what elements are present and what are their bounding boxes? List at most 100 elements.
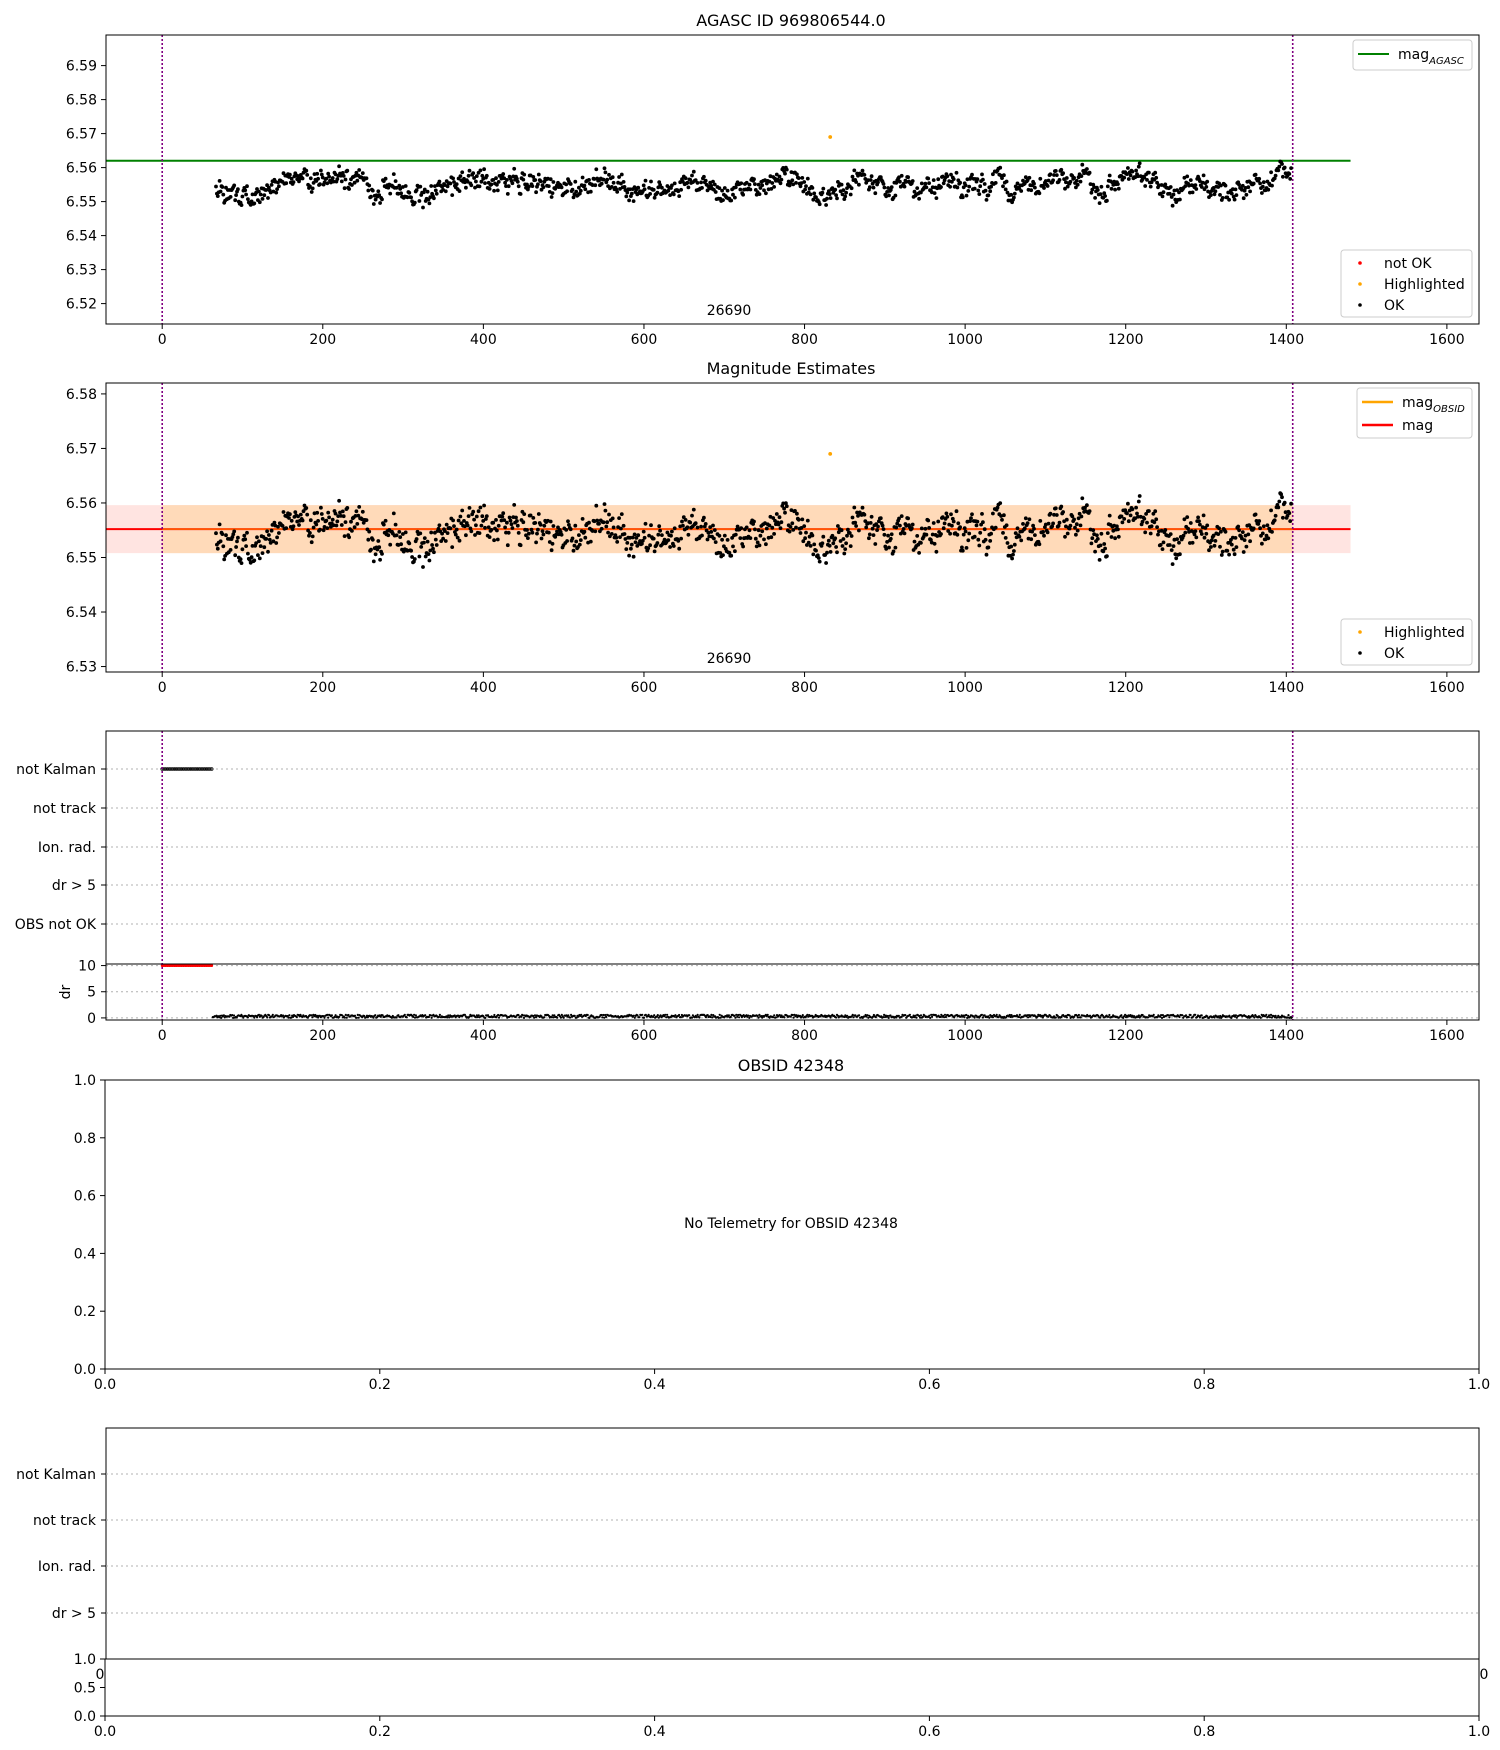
ok-point	[948, 531, 952, 536]
not-kalman-point	[171, 767, 175, 771]
ok-point	[917, 551, 921, 555]
panel1-point-legend: not OK Highlighted OK	[1340, 249, 1473, 318]
ok-point	[1027, 517, 1032, 522]
ok-point	[275, 187, 279, 192]
ok-point	[1078, 179, 1083, 184]
flag-row-label: not Kalman	[16, 762, 96, 778]
panel4-y-tick-label: 0.2	[74, 1304, 96, 1320]
dr-point	[698, 1016, 701, 1019]
dr-point	[813, 1015, 816, 1018]
panel5-x-tick-label: 0.4	[643, 1724, 665, 1740]
ok-point	[977, 192, 982, 197]
dr-point	[704, 1016, 708, 1019]
legend-ok-marker	[1358, 651, 1362, 655]
ok-point	[847, 531, 852, 535]
ok-point	[853, 520, 858, 525]
ok-point	[601, 177, 606, 182]
ok-point	[1074, 522, 1079, 527]
ok-point	[1143, 530, 1148, 535]
ok-point	[1136, 174, 1140, 179]
ok-point	[705, 537, 710, 542]
ok-point	[349, 519, 353, 524]
ok-point	[747, 528, 752, 533]
ok-point	[791, 182, 796, 187]
dr-point	[791, 1013, 794, 1017]
ok-point	[784, 167, 789, 172]
dr-point	[1206, 1015, 1209, 1018]
ok-point	[378, 557, 382, 562]
ok-point	[300, 518, 305, 523]
ok-point	[864, 525, 869, 530]
ok-point	[1064, 176, 1069, 180]
ok-point	[486, 525, 491, 530]
flag-row-label: OBS not OK	[15, 917, 97, 933]
panel1-x-tick-label: 0	[158, 332, 167, 348]
ok-point	[1130, 169, 1135, 174]
ok-point	[889, 185, 894, 190]
ok-point	[867, 536, 871, 541]
ok-point	[619, 512, 624, 516]
ok-point	[679, 536, 683, 541]
ok-point	[738, 187, 743, 192]
dr-point	[379, 1015, 382, 1018]
ok-point	[826, 189, 831, 194]
ok-point	[1193, 183, 1198, 188]
ok-point	[352, 525, 357, 530]
ok-point	[1218, 193, 1222, 197]
ok-point	[541, 185, 546, 190]
ok-point	[849, 186, 854, 191]
dr-point	[727, 1014, 731, 1017]
dr-point	[748, 1016, 751, 1020]
dr-point	[390, 1016, 393, 1019]
ok-point	[352, 180, 357, 185]
ok-point	[1270, 530, 1274, 534]
ok-point	[783, 510, 787, 515]
ok-point	[1142, 516, 1147, 521]
ok-point	[941, 526, 946, 531]
dr-point	[588, 1016, 591, 1020]
ok-point	[501, 511, 506, 516]
dr-point	[874, 1016, 877, 1019]
ok-point	[791, 528, 796, 532]
ok-point	[1183, 530, 1188, 535]
ok-point	[739, 181, 744, 186]
ok-point	[1260, 184, 1265, 189]
ok-point	[603, 508, 608, 513]
ok-point	[1188, 178, 1193, 183]
dr-point	[1194, 1013, 1197, 1016]
ok-point	[991, 172, 995, 177]
ok-point	[709, 530, 714, 534]
magnitude-estimates-panel: Magnitude Estimates 6.536.546.556.566.57…	[66, 359, 1480, 696]
ok-point	[451, 176, 455, 181]
ok-point	[434, 191, 439, 196]
ok-point	[366, 188, 371, 193]
ok-point	[981, 177, 985, 182]
dr-point	[232, 1014, 236, 1017]
ok-point	[474, 174, 479, 179]
ok-point	[629, 542, 634, 547]
ok-point	[546, 184, 551, 189]
ok-point	[1170, 562, 1175, 566]
ok-point	[331, 523, 336, 528]
ok-point	[671, 544, 676, 548]
ok-point	[1048, 172, 1053, 177]
ok-point	[733, 185, 738, 190]
ok-point	[1256, 522, 1261, 526]
dr-point	[463, 1013, 466, 1016]
ok-point	[399, 542, 403, 547]
dr-point	[680, 1013, 684, 1017]
dr-point	[1141, 1013, 1144, 1017]
ok-point	[1204, 531, 1209, 536]
ok-point	[625, 190, 630, 195]
ok-point	[1289, 166, 1293, 171]
ok-point	[629, 546, 633, 551]
ok-point	[506, 184, 511, 189]
ok-point	[824, 561, 828, 565]
ok-point	[1116, 534, 1121, 539]
ok-point	[232, 183, 237, 188]
dr-point	[696, 1013, 699, 1017]
flag-row-label: dr > 5	[52, 878, 96, 894]
ok-point	[494, 518, 498, 522]
ok-point	[983, 188, 988, 193]
ok-point	[998, 165, 1003, 170]
